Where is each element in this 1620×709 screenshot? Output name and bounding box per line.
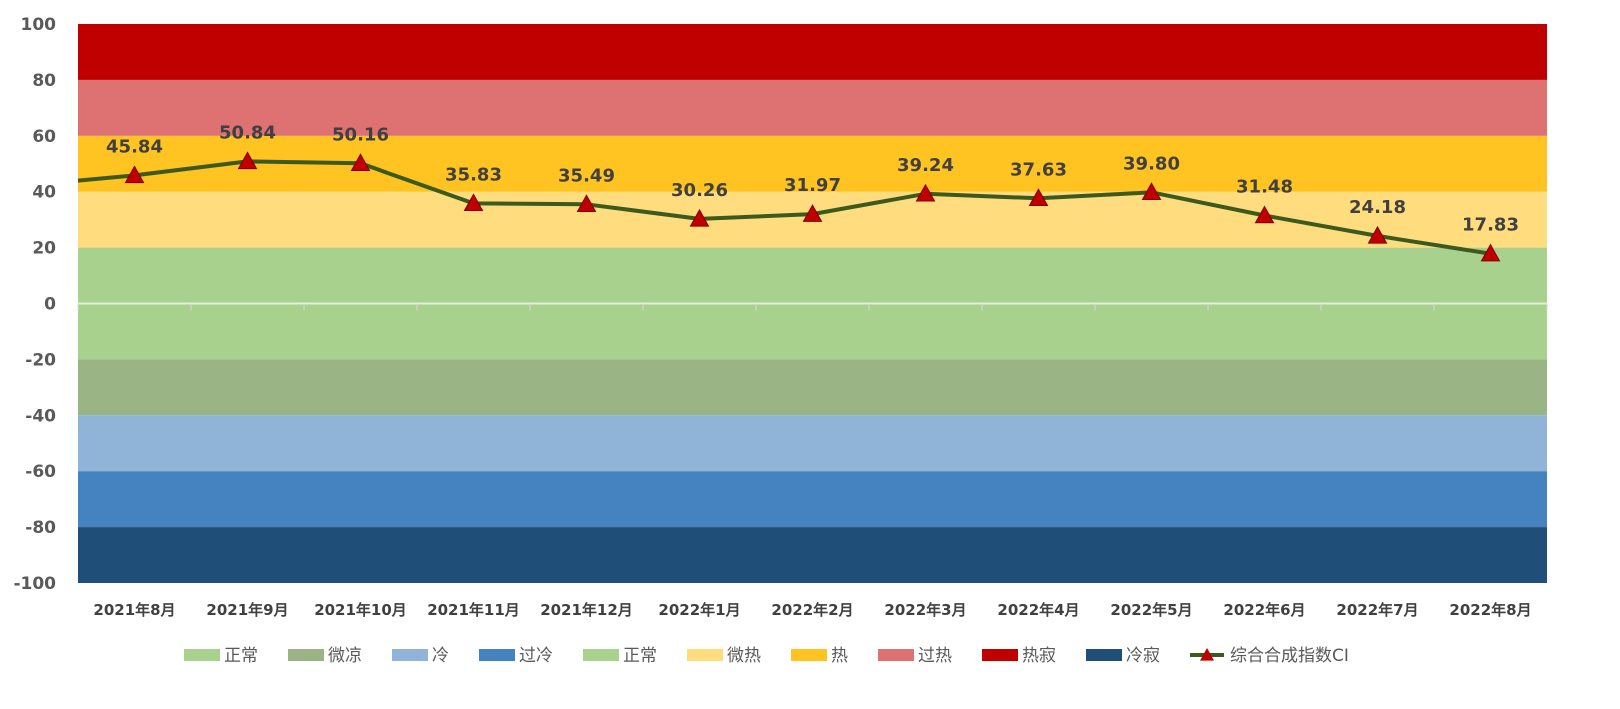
legend-label: 正常 <box>623 646 657 666</box>
band-4 <box>78 247 1547 304</box>
x-tick-label: 2022年2月 <box>771 601 853 619</box>
band-7 <box>78 79 1547 136</box>
data-point <box>576 194 597 213</box>
data-label: 17.83 <box>1462 215 1519 236</box>
data-label: 45.84 <box>106 136 163 157</box>
legend: 正常 微凉 冷 过冷 正常 微热 热 过热 热寂 冷寂 综合合成指数CI <box>184 646 1349 666</box>
data-label: 24.18 <box>1349 197 1406 218</box>
data-label: 50.16 <box>332 124 389 145</box>
data-point <box>1254 205 1275 224</box>
x-tick-label: 2022年7月 <box>1336 601 1418 619</box>
data-point <box>237 151 258 170</box>
data-point <box>1028 188 1049 207</box>
x-axis: 2021年8月 2021年9月 2021年10月 2021年11月 2021年12月 20… <box>77 303 1548 619</box>
legend-swatch <box>479 649 515 661</box>
legend-label: 冷 <box>432 646 449 666</box>
data-label: 39.80 <box>1123 153 1180 174</box>
band-8 <box>78 24 1547 80</box>
data-point <box>915 183 936 202</box>
legend-swatch <box>878 649 914 661</box>
legend-label: 过热 <box>918 646 952 666</box>
legend-swatch <box>583 649 619 661</box>
x-tick-label: 2022年5月 <box>1110 601 1192 619</box>
data-label: 50.84 <box>219 122 276 143</box>
legend-label: 热寂 <box>1022 646 1056 666</box>
y-axis: 100 80 60 40 20 0 -20 -40 -60 -80 -100 <box>13 15 56 594</box>
x-tick-label: 2021年9月 <box>206 601 288 619</box>
legend-label: 微凉 <box>328 646 362 666</box>
x-tick-label: 2022年8月 <box>1449 601 1531 619</box>
series-ci <box>77 151 1501 262</box>
x-tick-label: 2021年12月 <box>540 601 633 619</box>
legend-label: 微热 <box>727 646 761 666</box>
legend-swatch <box>791 649 827 661</box>
data-point <box>463 193 484 212</box>
x-tick-label: 2021年8月 <box>93 601 175 619</box>
y-tick-label: 20 <box>32 239 56 259</box>
data-label: 31.48 <box>1236 177 1293 198</box>
band-0 <box>78 303 1547 360</box>
data-labels: 45.84 50.84 50.16 35.83 35.49 30.26 31.97 39.24… <box>106 122 1519 235</box>
x-tick-label: 2021年11月 <box>427 601 520 619</box>
data-label: 31.97 <box>784 175 841 196</box>
y-tick-label: -40 <box>25 406 56 426</box>
legend-swatch <box>184 649 220 661</box>
x-tick-label: 2022年4月 <box>997 601 1079 619</box>
legend-label: 冷寂 <box>1126 646 1160 666</box>
y-tick-label: -20 <box>25 350 56 370</box>
x-tick-label: 2022年1月 <box>658 601 740 619</box>
legend-label: 综合合成指数CI <box>1230 646 1349 666</box>
data-label: 37.63 <box>1010 159 1067 180</box>
legend-label: 热 <box>831 646 848 666</box>
legend-marker <box>1200 648 1214 661</box>
series-line <box>77 159 1491 256</box>
y-tick-label: -80 <box>25 518 56 538</box>
y-tick-label: 40 <box>32 183 56 203</box>
band-1 <box>78 359 1547 416</box>
data-label: 35.83 <box>445 164 502 185</box>
band-9 <box>78 527 1547 583</box>
legend-swatch <box>1086 649 1122 661</box>
data-point <box>350 153 371 172</box>
data-point <box>1480 243 1501 262</box>
data-point <box>1141 182 1162 200</box>
legend-swatch <box>982 649 1018 661</box>
band-3 <box>78 471 1547 528</box>
chart-bands <box>78 24 1547 583</box>
data-label: 39.24 <box>897 155 954 176</box>
legend-label: 过冷 <box>519 646 553 666</box>
y-tick-label: 0 <box>44 295 56 315</box>
x-tick-label: 2022年3月 <box>884 601 966 619</box>
legend-swatch <box>687 649 723 661</box>
y-tick-label: -100 <box>13 574 56 594</box>
y-tick-label: -60 <box>25 462 56 482</box>
y-tick-label: 80 <box>32 71 56 91</box>
legend-label: 正常 <box>224 646 258 666</box>
y-tick-label: 60 <box>32 127 56 147</box>
data-point <box>689 208 710 227</box>
data-point <box>124 165 145 184</box>
data-point <box>802 204 823 222</box>
band-2 <box>78 415 1547 472</box>
data-label: 35.49 <box>558 165 615 186</box>
data-point <box>1367 225 1388 244</box>
x-tick-label: 2021年10月 <box>314 601 407 619</box>
data-label: 30.26 <box>671 180 728 201</box>
x-tick-label: 2022年6月 <box>1223 601 1305 619</box>
y-tick-label: 100 <box>21 15 57 35</box>
legend-swatch <box>288 649 324 661</box>
legend-swatch <box>392 649 428 661</box>
